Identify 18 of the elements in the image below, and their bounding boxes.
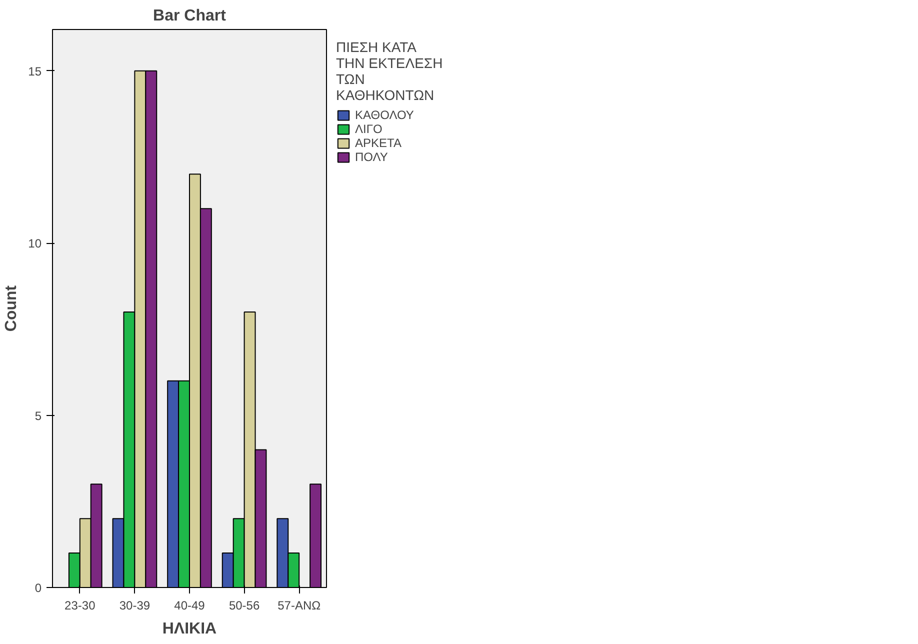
y-tick-label: 10 — [28, 236, 42, 251]
x-axis-title: ΗΛΙΚΙΑ — [162, 620, 218, 638]
y-axis-title: Count — [3, 284, 20, 332]
legend-label: ΛΙΓΟ — [355, 122, 382, 136]
y-tick-label: 15 — [28, 64, 42, 78]
x-tick-label: 40-49 — [174, 598, 206, 612]
x-tick-label: 57-ΑΝΩ — [278, 598, 321, 612]
legend-label: ΚΑΘΟΛΟΥ — [355, 108, 414, 122]
x-tick-label: 23-30 — [64, 598, 96, 612]
legend-label: ΠΟΛΥ — [355, 150, 388, 164]
legend-title: ΠΙΕΣΗ ΚΑΤΑ ΤΗΝ ΕΚΤΕΛΕΣΗ ΤΩΝ ΚΑΘΗΚΟΝΤΩΝ — [336, 39, 443, 103]
bar — [310, 484, 322, 588]
y-tick-label: 0 — [34, 581, 42, 595]
chart-title: Bar Chart — [153, 8, 227, 24]
legend-label: ΑΡΚΕΤΑ — [355, 136, 402, 150]
x-tick-label: 30-39 — [119, 598, 150, 612]
x-tick-label: 50-56 — [228, 598, 260, 612]
y-tick-label: 5 — [34, 408, 42, 423]
